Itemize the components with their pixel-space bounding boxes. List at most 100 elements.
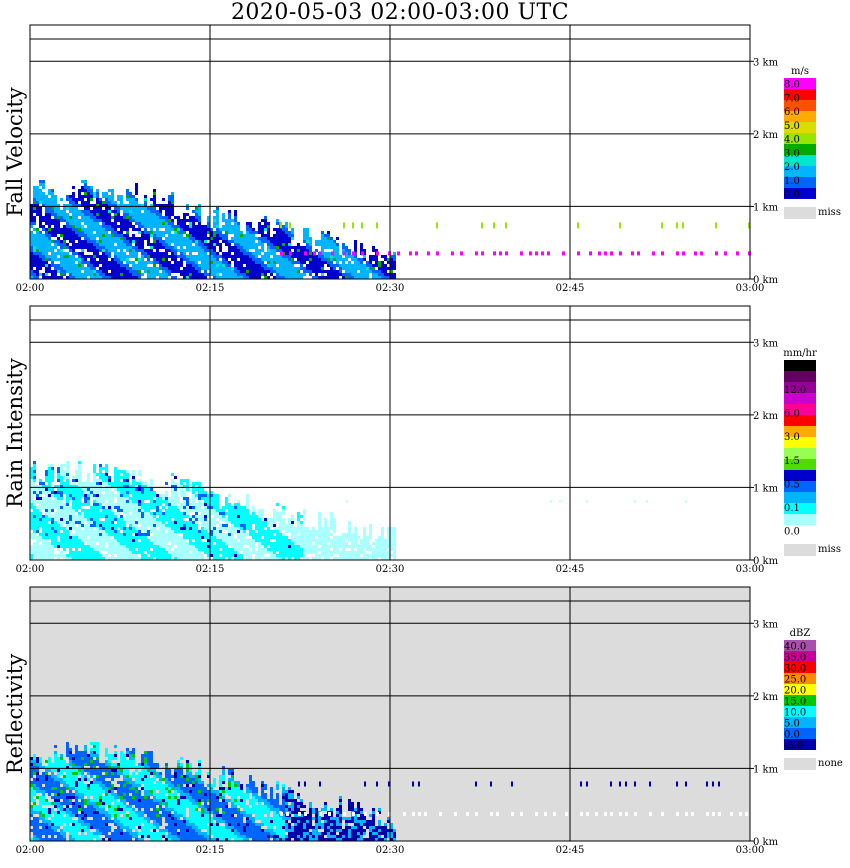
colorbar-swatch <box>784 382 816 393</box>
colorbar-swatch <box>784 739 816 750</box>
colorbar-label: 3.0 <box>784 432 800 443</box>
colorbar-swatch <box>784 492 816 503</box>
colorbar-label: 8.0 <box>784 80 800 91</box>
colorbar-label: 7.0 <box>784 93 800 104</box>
x-tick-label: 02:15 <box>196 564 225 575</box>
colorbar-swatch <box>784 448 816 459</box>
x-tick-label: 02:45 <box>556 845 585 856</box>
colorbar-label: 4.0 <box>784 135 800 146</box>
colorbar-label: 6.0 <box>784 107 800 118</box>
colorbar-label: -5.0 <box>784 741 803 752</box>
x-tick-label: 03:00 <box>736 564 765 575</box>
y-tick-label: 1 km <box>753 483 779 494</box>
y-tick-label: 2 km <box>753 692 779 703</box>
colorbar-miss-swatch <box>784 207 816 219</box>
colorbar-swatch <box>784 155 816 166</box>
y-tick-label: 1 km <box>753 202 779 213</box>
data-field-reflectivity <box>30 742 748 841</box>
colorbar-label: 40.0 <box>784 642 806 653</box>
axis-label-reflectivity: Reflectivity <box>3 654 27 775</box>
colorbar-swatch <box>784 459 816 470</box>
colorbar-miss-label: miss <box>818 544 841 555</box>
colorbar-swatch <box>784 437 816 448</box>
colorbar-label: 5.0 <box>784 121 800 132</box>
colorbar-swatch <box>784 503 816 514</box>
y-tick-label: 2 km <box>753 411 779 422</box>
grid-lines <box>30 25 750 279</box>
colorbar-label: 5.0 <box>784 719 800 730</box>
panel-fall-velocity: 02:00 02:15 02:30 02:45 03:000 km 1 km 2 km 3 k… <box>3 24 841 294</box>
colorbar-swatch <box>784 122 816 133</box>
colorbar-swatch <box>784 177 816 188</box>
colorbar-swatch <box>784 133 816 144</box>
axis-label-fall-velocity: Fall Velocity <box>3 87 27 217</box>
x-tick-label: 02:00 <box>16 564 45 575</box>
colorbar-swatch <box>784 144 816 155</box>
colorbar-swatch <box>784 481 816 492</box>
colorbar-swatch <box>784 673 816 684</box>
colorbar-swatch <box>784 684 816 695</box>
panel-reflectivity: 02:00 02:15 02:30 02:45 03:000 km 1 km 2 km 3 k… <box>3 586 843 856</box>
colorbar-swatch <box>784 111 816 122</box>
colorbar-swatch <box>784 404 816 415</box>
x-tick-label: 02:00 <box>16 845 45 856</box>
colorbar-swatch <box>784 662 816 673</box>
colorbar-miss-swatch <box>784 544 816 556</box>
data-field-rain-intensity <box>30 461 687 560</box>
colorbar-swatch <box>784 640 816 651</box>
colorbar-unit: dBZ <box>790 628 811 639</box>
colorbar-swatch <box>784 514 816 525</box>
colorbar-swatch <box>784 706 816 717</box>
colorbar-swatch <box>784 470 816 481</box>
y-tick-label: 1 km <box>753 764 779 775</box>
colorbar-label: 25.0 <box>784 675 806 686</box>
colorbar-swatch <box>784 717 816 728</box>
x-tick-label: 02:45 <box>556 564 585 575</box>
y-tick-label: 0 km <box>753 275 779 286</box>
axis-label-rain-intensity: Rain Intensity <box>3 358 27 508</box>
y-tick-label: 3 km <box>753 57 779 68</box>
colorbar-label: 0.0 <box>784 730 800 741</box>
colorbar-label: 48.0 <box>784 362 806 373</box>
colorbar-swatch <box>784 188 816 199</box>
plot-frame <box>29 24 751 280</box>
plot-frame <box>29 586 751 842</box>
colorbar-label: 15.0 <box>784 697 806 708</box>
colorbar-swatch <box>784 166 816 177</box>
colorbar-label: 10.0 <box>784 708 806 719</box>
colorbar-label: 20.0 <box>784 686 806 697</box>
colorbar-label: 35.0 <box>784 653 806 664</box>
x-tick-label: 02:30 <box>376 845 405 856</box>
colorbar-label: 3.0 <box>784 148 800 159</box>
colorbar-label: 0.0 <box>784 527 800 538</box>
colorbar-label: 30.0 <box>784 664 806 675</box>
colorbar-unit: m/s <box>791 66 809 77</box>
grid-lines <box>30 306 750 560</box>
colorbar-swatch <box>784 525 816 536</box>
x-tick-label: 03:00 <box>736 845 765 856</box>
x-tick-label: 02:00 <box>16 283 45 294</box>
x-tick-label: 02:30 <box>376 283 405 294</box>
colorbar-swatch <box>784 360 816 371</box>
colorbar-swatch <box>784 728 816 739</box>
x-tick-label: 02:45 <box>556 283 585 294</box>
plot-frame <box>29 305 751 561</box>
colorbar-label: 2.0 <box>784 162 800 173</box>
colorbar-label: 0.5 <box>784 479 800 490</box>
colorbar-swatch <box>784 426 816 437</box>
colorbar-swatch <box>784 651 816 662</box>
chart-title: 2020-05-03 02:00-03:00 UTC <box>230 0 570 25</box>
colorbar-miss-swatch <box>784 758 816 770</box>
colorbar-label: 0.0 <box>784 190 800 201</box>
colorbar-label: 6.0 <box>784 409 800 420</box>
y-tick-label: 3 km <box>753 619 779 630</box>
x-tick-label: 02:15 <box>196 845 225 856</box>
colorbar-label: 0.1 <box>784 503 800 514</box>
x-tick-label: 02:15 <box>196 283 225 294</box>
x-tick-label: 03:00 <box>736 283 765 294</box>
colorbar-miss-label: none <box>818 758 843 769</box>
colorbar-unit: mm/hr <box>783 348 817 359</box>
y-tick-label: 3 km <box>753 338 779 349</box>
y-tick-label: 0 km <box>753 556 779 567</box>
